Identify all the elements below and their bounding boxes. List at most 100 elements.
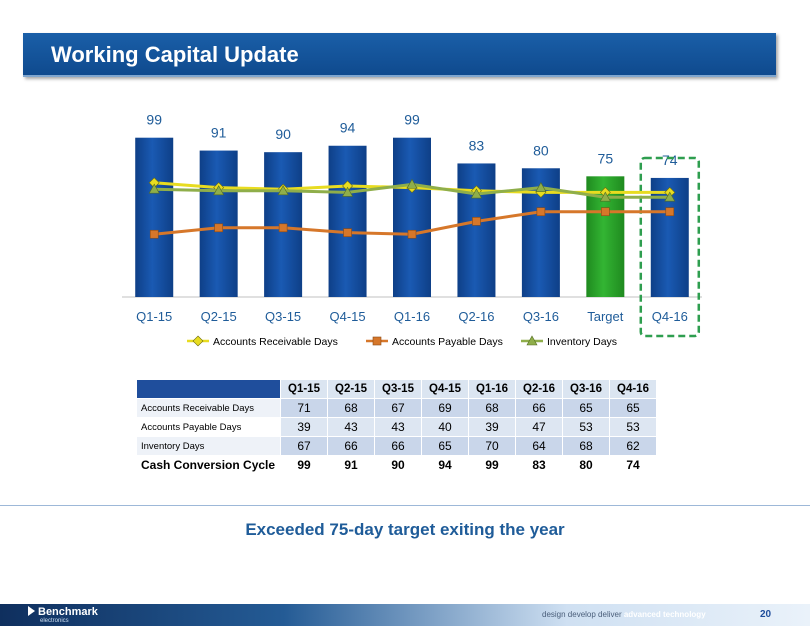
table-cell: 40 (421, 417, 469, 437)
category-label: Target (587, 309, 624, 324)
legend-marker (526, 335, 538, 346)
table-header: Q4-16 (609, 379, 657, 399)
category-label: Q2-16 (458, 309, 494, 324)
tagline-bold: advanced technology (623, 610, 706, 619)
legend-label: Inventory Days (547, 336, 617, 348)
bar-value-label: 80 (533, 142, 549, 158)
series-point (536, 207, 546, 217)
table-header: Q3-16 (562, 379, 610, 399)
table-row-ar-days: Accounts Receivable Days 71 68 67 69 68 … (136, 398, 657, 418)
category-label: Q3-16 (523, 309, 559, 324)
table-cell: 99 (468, 455, 516, 475)
table-header: Q1-16 (468, 379, 516, 399)
series-point (472, 217, 481, 226)
category-label: Q4-15 (329, 309, 365, 324)
table-cell: 80 (562, 455, 610, 475)
table-cell: 90 (374, 455, 422, 475)
bar (328, 145, 367, 297)
series-point (148, 183, 160, 194)
table-cell: 69 (421, 398, 469, 418)
row-label: Accounts Receivable Days (136, 398, 281, 418)
bar-value-label: 91 (211, 125, 227, 141)
category-label: Q2-15 (201, 309, 237, 324)
table-cell: 94 (421, 455, 469, 475)
legend-marker (192, 335, 204, 347)
table-header: Q3-15 (374, 379, 422, 399)
series-point (535, 181, 547, 192)
bar-value-label: 74 (662, 152, 678, 168)
logo-subtitle: electronics (40, 618, 69, 624)
table-cell: 66 (374, 436, 422, 456)
series-point (342, 186, 354, 197)
series-point (149, 229, 159, 239)
table-cell: 66 (515, 398, 563, 418)
bar-value-label: 83 (469, 137, 485, 153)
table-cell: 83 (515, 455, 563, 475)
table-cell: 68 (327, 398, 375, 418)
table-row-cash-conversion-cycle: Cash Conversion Cycle 99 91 90 94 99 83 … (136, 455, 657, 475)
series-point (407, 229, 417, 239)
working-capital-chart: 99 Q1-15 91 Q2-15 90 Q3-15 94 Q4-15 99 Q1-16 83 Q2-… (122, 112, 702, 348)
logo-arrow-icon (28, 606, 35, 616)
table-row-ap-days: Accounts Payable Days 39 43 43 40 39 47 … (136, 417, 657, 437)
bar-value-label: 90 (275, 126, 291, 142)
category-label: Q4-16 (652, 309, 688, 324)
series-point (664, 191, 676, 202)
company-logo: Benchmark (28, 606, 98, 618)
series-point (406, 178, 418, 189)
page-title: Working Capital Update (51, 42, 299, 67)
working-capital-table: Q1-15 Q2-15 Q3-15 Q4-15 Q1-16 Q2-16 Q3-1… (136, 379, 657, 475)
series-point (277, 185, 289, 196)
table-cell: 39 (468, 417, 516, 437)
row-label: Cash Conversion Cycle (136, 455, 281, 475)
bar-value-label: 94 (340, 120, 356, 136)
table-cell: 71 (280, 398, 328, 418)
table-cell: 62 (609, 436, 657, 456)
table-header: Q2-16 (515, 379, 563, 399)
section-divider (0, 505, 810, 506)
footer-bar: Benchmark electronics design develop del… (0, 604, 810, 626)
table-cell: 65 (609, 398, 657, 418)
table-cell: 99 (280, 455, 328, 475)
series-point (213, 185, 225, 196)
bar-value-label: 99 (404, 112, 420, 128)
table-cell: 66 (327, 436, 375, 456)
table-cell: 53 (609, 417, 657, 437)
table-cell: 39 (280, 417, 328, 437)
table-cell: 64 (515, 436, 563, 456)
bar (457, 163, 496, 297)
table-cell: 65 (421, 436, 469, 456)
page-number: 20 (760, 609, 772, 620)
legend-marker (372, 336, 382, 346)
table-cell: 91 (327, 455, 375, 475)
table-cell: 43 (374, 417, 422, 437)
series-point (665, 207, 675, 217)
table-header: Q4-15 (421, 379, 469, 399)
legend-label: Accounts Payable Days (392, 336, 503, 348)
tagline-prefix: design develop deliver (542, 610, 622, 619)
table-header: Q1-15 (280, 379, 328, 399)
table-header: Q2-15 (327, 379, 375, 399)
table-row-inventory-days: Inventory Days 67 66 66 65 70 64 68 62 (136, 436, 657, 456)
series-point (278, 223, 288, 233)
category-label: Q1-15 (136, 309, 172, 324)
table-cell: 67 (280, 436, 328, 456)
bar-value-label: 75 (598, 150, 614, 166)
series-point (601, 207, 610, 217)
category-label: Q3-15 (265, 309, 301, 324)
table-cell: 67 (374, 398, 422, 418)
series-point (599, 191, 611, 202)
table-corner (136, 379, 281, 399)
category-label: Q1-16 (394, 309, 430, 324)
series-point (343, 228, 352, 237)
legend-label: Accounts Receivable Days (213, 336, 338, 348)
q4-16-highlight-box (639, 156, 701, 338)
table-cell: 47 (515, 417, 563, 437)
bar-value-label: 99 (146, 112, 162, 128)
table-cell: 70 (468, 436, 516, 456)
bar (393, 137, 431, 297)
table-cell: 53 (562, 417, 610, 437)
row-label: Inventory Days (136, 436, 281, 456)
table-header-row: Q1-15 Q2-15 Q3-15 Q4-15 Q1-16 Q2-16 Q3-1… (136, 379, 657, 399)
tagline: design develop deliver advanced technolo… (542, 610, 706, 619)
